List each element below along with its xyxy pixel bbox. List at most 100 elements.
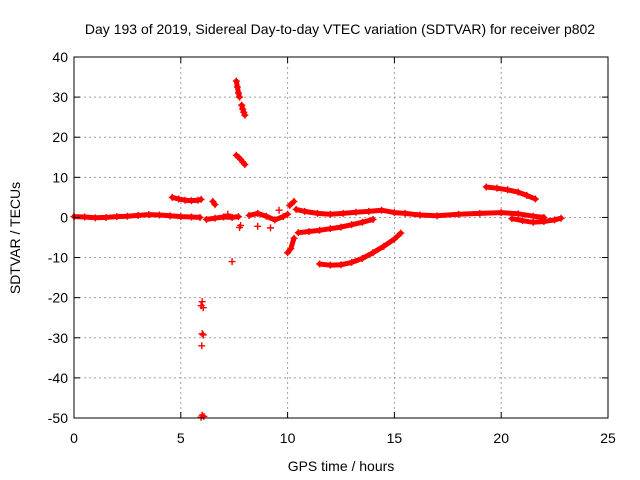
data-point [519, 217, 527, 225]
data-point [514, 188, 522, 196]
data-point [401, 209, 409, 217]
data-point [380, 242, 388, 250]
data-point [326, 210, 334, 218]
data-point [181, 196, 189, 204]
data-point [275, 206, 283, 214]
data-layer [70, 77, 565, 421]
data-point [239, 105, 247, 113]
data-point [540, 217, 548, 225]
data-point [551, 216, 559, 224]
data-point [211, 214, 219, 222]
data-point [305, 227, 313, 235]
data-point [196, 213, 204, 221]
data-point [271, 216, 279, 224]
data-point [228, 213, 236, 221]
data-point [267, 224, 275, 232]
data-point [166, 212, 174, 220]
data-point [187, 197, 195, 205]
y-tick-label: 40 [52, 49, 68, 65]
data-point [287, 245, 295, 253]
data-point [238, 101, 246, 109]
data-point [348, 221, 356, 229]
data-point [378, 206, 386, 214]
data-point [197, 413, 205, 421]
data-point [316, 226, 324, 234]
data-point [358, 218, 366, 226]
data-point [337, 223, 345, 231]
data-point [286, 201, 294, 209]
data-point [81, 213, 89, 221]
data-point [199, 304, 207, 312]
data-point [241, 111, 249, 119]
data-point [339, 209, 347, 217]
data-point [187, 213, 195, 221]
data-point [254, 222, 262, 230]
data-point [397, 229, 405, 237]
data-point [245, 211, 253, 219]
data-point [262, 212, 270, 220]
data-point [236, 93, 244, 101]
data-point [233, 83, 241, 91]
data-point [348, 258, 356, 266]
data-point [514, 210, 522, 218]
x-tick-label: 10 [280, 430, 296, 446]
data-point [369, 249, 377, 257]
data-point [177, 213, 185, 221]
x-tick-label: 25 [600, 430, 616, 446]
data-point [290, 197, 298, 205]
data-point [202, 215, 210, 223]
y-tick-label: -50 [48, 410, 68, 426]
x-tick-label: 20 [493, 430, 509, 446]
data-point [292, 205, 300, 213]
data-point [433, 212, 441, 220]
data-point [508, 215, 516, 223]
data-point [113, 213, 121, 221]
data-point [316, 260, 324, 268]
data-point [369, 215, 377, 223]
data-point [234, 213, 242, 221]
data-point [241, 160, 249, 168]
data-point [314, 209, 322, 217]
data-point [326, 225, 334, 233]
data-point [102, 213, 110, 221]
y-tick-label: -30 [48, 330, 68, 346]
y-tick-label: -10 [48, 250, 68, 266]
y-tick-label: 20 [52, 129, 68, 145]
ticks [73, 56, 609, 419]
data-point [254, 209, 262, 217]
x-tick-label: 0 [70, 430, 78, 446]
data-point [155, 211, 163, 219]
data-point [279, 213, 287, 221]
data-point [493, 184, 501, 192]
data-point [416, 211, 424, 219]
data-point [497, 209, 505, 217]
data-point [145, 211, 153, 219]
data-point [194, 196, 202, 204]
data-point [199, 331, 207, 339]
y-tick-label: -40 [48, 370, 68, 386]
data-point [211, 201, 219, 209]
data-point [134, 211, 142, 219]
data-point [390, 235, 398, 243]
data-point [168, 193, 176, 201]
data-point [523, 191, 531, 199]
data-point [175, 195, 183, 203]
data-point [197, 195, 205, 203]
data-point [294, 229, 302, 237]
y-tick-label: -20 [48, 290, 68, 306]
data-point [284, 210, 292, 218]
plot-frame [73, 56, 609, 419]
x-tick-label: 5 [177, 430, 185, 446]
data-point [220, 213, 228, 221]
data-point [504, 186, 512, 194]
data-point [476, 209, 484, 217]
data-point [232, 77, 240, 85]
x-axis-label: GPS time / hours [288, 458, 395, 474]
data-point [198, 330, 206, 338]
data-point [224, 210, 232, 218]
data-point [91, 214, 99, 222]
data-point [337, 261, 345, 269]
data-point [301, 207, 309, 215]
